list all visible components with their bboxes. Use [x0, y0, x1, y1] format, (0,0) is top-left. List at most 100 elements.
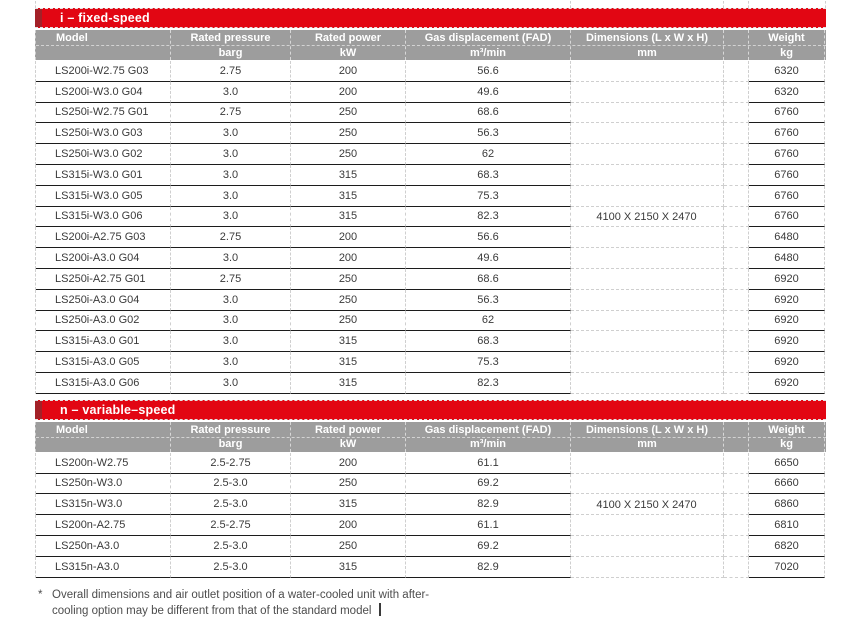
pressure-cell: 3.0: [171, 310, 291, 332]
dimensions-cell: [571, 372, 724, 394]
column-label: Rated power: [314, 32, 381, 44]
spacer-cell: [724, 289, 749, 311]
dimensions-cell: [571, 81, 724, 103]
pressure-cell: 2.75: [171, 268, 291, 290]
model-cell: LS315i-A3.0 G01: [36, 331, 171, 353]
section-title: n – variable–speed: [60, 402, 176, 417]
power-cell: 200: [291, 81, 406, 103]
spacer-cell: [724, 535, 749, 557]
power-cell: 250: [291, 535, 406, 557]
dimensions-cell: [571, 144, 724, 165]
spacer-cell: [724, 352, 749, 373]
dimensions-cell: [571, 452, 724, 474]
weight-cell: 6920: [749, 352, 825, 373]
column-label: Weight: [768, 423, 805, 436]
power-cell: 315: [291, 352, 406, 373]
table-row: LS315i-W3.0 G06 3.0 315 82.3 6760: [35, 206, 826, 228]
pressure-cell: 3.0: [171, 372, 291, 394]
column-label: Weight: [768, 32, 805, 44]
column-label: Gas displacement (FAD): [424, 423, 552, 436]
pressure-cell: 2.5-2.75: [171, 515, 291, 536]
table-row: LS250i-W2.75 G01 2.75 250 68.6 6760: [35, 102, 826, 124]
power-cell: 315: [291, 372, 406, 394]
fad-cell: 68.6: [406, 102, 571, 124]
fad-cell: 49.6: [406, 248, 571, 269]
fad-cell: 75.3: [406, 185, 571, 207]
column-unit: kW: [339, 438, 357, 451]
table-row: LS315i-A3.0 G06 3.0 315 82.3 6920: [35, 372, 826, 394]
column-label: [724, 30, 748, 46]
column-unit: m³/min: [469, 46, 507, 59]
power-cell: 250: [291, 289, 406, 311]
pressure-cell: 3.0: [171, 185, 291, 207]
table-row: LS315n-A3.0 2.5-3.0 315 82.9 7020: [35, 556, 826, 578]
fad-cell: 75.3: [406, 352, 571, 373]
fad-cell: 56.6: [406, 61, 571, 82]
footnote: * Overall dimensions and air outlet posi…: [38, 588, 429, 619]
table-row: LS200i-A3.0 G04 3.0 200 49.6 6480: [35, 248, 826, 269]
spacer-cell: [724, 515, 749, 536]
fad-cell: 82.9: [406, 556, 571, 578]
weight-cell: 6920: [749, 331, 825, 353]
power-cell: 200: [291, 61, 406, 82]
text-cursor-icon: [379, 603, 381, 616]
column-unit: [36, 46, 170, 59]
weight-cell: 6810: [749, 515, 825, 536]
spacer-cell: [724, 102, 749, 124]
table-header: Model Rated pressure barg Rated power kW Gas …: [35, 30, 826, 60]
model-cell: LS250i-W3.0 G03: [36, 123, 171, 145]
pressure-cell: 2.75: [171, 102, 291, 124]
weight-cell: 6760: [749, 206, 825, 228]
table-body: LS200n-W2.75 2.5-2.75 200 61.1 6650 LS250n-W3…: [35, 452, 826, 578]
pressure-cell: 2.75: [171, 227, 291, 249]
header-power-cell: Rated power kW: [291, 30, 406, 60]
model-cell: LS250i-A2.75 G01: [36, 268, 171, 290]
dimensions-cell: [571, 473, 724, 495]
column-unit: kW: [339, 46, 357, 59]
pressure-cell: 2.5-3.0: [171, 535, 291, 557]
weight-cell: 6320: [749, 81, 825, 103]
pressure-cell: 3.0: [171, 123, 291, 145]
model-cell: LS250i-A3.0 G02: [36, 310, 171, 332]
fad-cell: 68.3: [406, 164, 571, 186]
fad-cell: 56.3: [406, 289, 571, 311]
table-row: LS250i-W3.0 G03 3.0 250 56.3 6760: [35, 123, 826, 145]
header-divider: [36, 436, 826, 438]
fad-cell: 62: [406, 310, 571, 332]
header-fad-cell: Gas displacement (FAD) m³/min: [406, 30, 571, 60]
weight-cell: 6760: [749, 144, 825, 165]
fad-cell: 82.9: [406, 494, 571, 516]
column-label: Rated power: [314, 423, 381, 436]
column-unit: [724, 46, 748, 59]
pressure-cell: 3.0: [171, 331, 291, 353]
pressure-cell: 3.0: [171, 248, 291, 269]
fad-cell: 61.1: [406, 515, 571, 536]
weight-cell: 6920: [749, 372, 825, 394]
table-row: LS250n-A3.0 2.5-3.0 250 69.2 6820: [35, 535, 826, 557]
model-cell: LS315i-A3.0 G06: [36, 372, 171, 394]
pressure-cell: 3.0: [171, 352, 291, 373]
header-weight-cell: Weight kg: [749, 30, 825, 60]
fad-cell: 62: [406, 144, 571, 165]
spacer-cell: [724, 331, 749, 353]
table-row: LS250n-W3.0 2.5-3.0 250 69.2 6660: [35, 473, 826, 495]
column-unit: kg: [780, 46, 793, 59]
power-cell: 315: [291, 494, 406, 516]
spacer-cell: [724, 452, 749, 474]
pressure-cell: 3.0: [171, 81, 291, 103]
weight-cell: 6320: [749, 61, 825, 82]
table-row: LS250i-A3.0 G04 3.0 250 56.3 6920: [35, 289, 826, 311]
fad-cell: 68.3: [406, 331, 571, 353]
dimensions-cell: [571, 556, 724, 578]
dimensions-cell: [571, 331, 724, 353]
gridline-stub: [35, 1, 36, 8]
section-title-band: n – variable–speed: [35, 399, 826, 420]
spacer-cell: [724, 123, 749, 145]
model-cell: LS200i-W2.75 G03: [36, 61, 171, 82]
fad-cell: 82.3: [406, 206, 571, 228]
weight-cell: 6480: [749, 227, 825, 249]
power-cell: 200: [291, 227, 406, 249]
table-row: LS200n-W2.75 2.5-2.75 200 61.1 6650: [35, 452, 826, 474]
fad-cell: 68.6: [406, 268, 571, 290]
